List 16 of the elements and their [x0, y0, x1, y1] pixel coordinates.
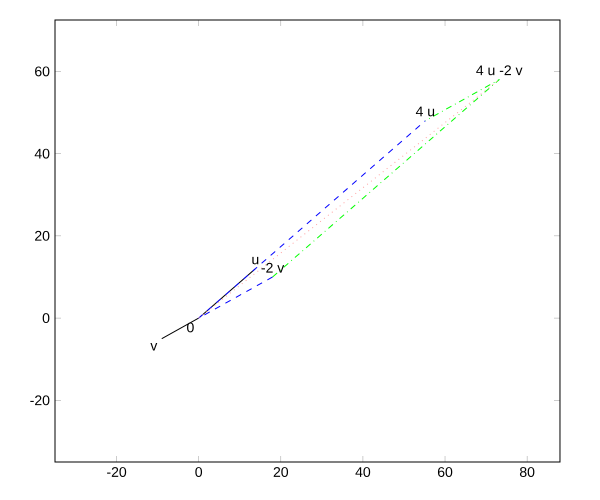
annotation: 4 u	[416, 106, 434, 116]
y-tick-label: -20	[30, 395, 50, 406]
y-tick-label: 20	[35, 230, 50, 241]
annotation: 4 u -2 v	[476, 65, 522, 76]
annotation: v	[150, 343, 158, 350]
x-tick-label: 40	[355, 467, 370, 477]
y-tick-label: 40	[34, 148, 50, 159]
x-tick-label: 0	[195, 467, 202, 477]
x-tick-label: 20	[274, 467, 288, 477]
x-tick-label: 80	[520, 467, 534, 477]
y-tick-label: 0	[42, 313, 50, 324]
y-tick-label: 60	[35, 66, 50, 76]
annotation: -2 v	[262, 262, 284, 273]
x-tick-label: -20	[107, 467, 126, 477]
x-tick-label: 60	[438, 467, 452, 477]
annotation: u	[252, 256, 258, 264]
